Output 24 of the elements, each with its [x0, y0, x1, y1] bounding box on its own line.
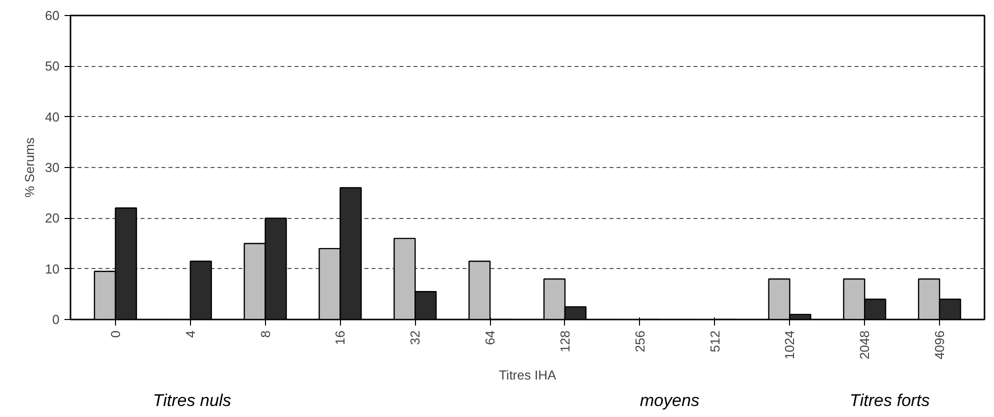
y-tick-label: 60 — [45, 8, 60, 23]
y-tick-label: 10 — [45, 261, 60, 276]
text: moyens — [640, 391, 700, 410]
x-tick-label: 2048 — [857, 330, 872, 360]
x-tick-label: 8 — [258, 330, 273, 338]
text: Titres forts — [850, 391, 930, 410]
y-tick-label: 30 — [45, 160, 60, 175]
x-tick-label: 512 — [707, 330, 722, 352]
x-tick-label: 16 — [332, 330, 348, 345]
y-tick-label: 20 — [45, 210, 60, 226]
x-tick-label: 1024 — [782, 330, 798, 360]
x-tick-label: 64 — [482, 330, 498, 345]
x-tick-label: 4096 — [932, 330, 948, 360]
x-tick-label: 128 — [557, 330, 572, 352]
x-tick-label: 32 — [408, 330, 423, 345]
x-tick-label: 256 — [632, 330, 648, 352]
y-tick-label: 0 — [52, 312, 60, 327]
y-axis-title: % Serums — [22, 137, 38, 198]
y-tick-label: 40 — [45, 109, 60, 124]
x-tick-label: 0 — [108, 330, 123, 338]
x-tick-label: 4 — [182, 330, 198, 338]
y-tick-label: 50 — [45, 58, 60, 74]
x-axis-title: Titres IHA — [498, 367, 556, 382]
text: Titres nuls — [152, 391, 232, 410]
